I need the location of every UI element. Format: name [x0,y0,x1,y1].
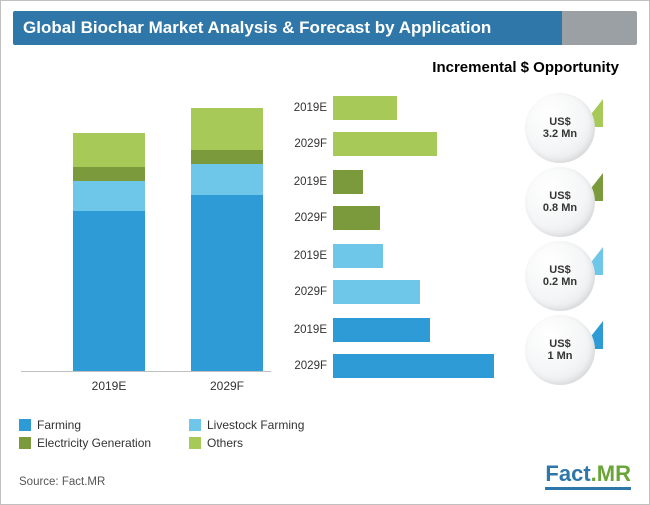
hbar-fill [333,354,494,378]
hbar-row: 2019E [281,96,501,120]
hbar-fill [333,280,420,304]
hbar-group: 2019E 2029F [281,318,501,390]
hbar-track [333,280,501,304]
legend-item: Livestock Farming [189,418,359,432]
hbar-fill [333,132,437,156]
x-axis-label: 2019E [92,379,127,393]
hbar-group: 2019E 2029F [281,244,501,316]
legend-swatch [189,437,201,449]
hbar-fill [333,96,397,120]
stacked-bar [191,108,263,371]
hbar-row: 2029F [281,280,501,304]
opportunity-badge: US$1 Mn [525,315,597,387]
title-bar: Global Biochar Market Analysis & Forecas… [13,11,637,45]
badge-circle: US$0.2 Mn [525,241,595,311]
legend-label: Others [207,436,243,450]
hbar-track [333,318,501,342]
legend-row: Electricity Generation Others [19,436,359,454]
hbar-fill [333,206,380,230]
legend-item: Farming [19,418,189,432]
stacked-segment-others [73,133,145,167]
logo-part2: MR [597,461,631,486]
legend-item: Electricity Generation [19,436,189,450]
stacked-segment-electricity [191,150,263,164]
badge-circle: US$0.8 Mn [525,167,595,237]
hbar-fill [333,318,430,342]
badge-value: 0.2 Mn [543,276,577,288]
hbar-row: 2029F [281,354,501,378]
hbar-label: 2019E [281,250,333,262]
hbar-track [333,354,501,378]
legend-row: Farming Livestock Farming [19,418,359,436]
badge-currency: US$ [549,338,570,350]
hbar-label: 2029F [281,212,333,224]
hbar-label: 2029F [281,286,333,298]
hbar-track [333,132,501,156]
chart-subtitle: Incremental $ Opportunity [1,59,649,76]
legend-swatch [19,419,31,431]
hbar-label: 2029F [281,360,333,372]
legend-label: Electricity Generation [37,436,151,450]
chart-frame: Global Biochar Market Analysis & Forecas… [0,0,650,505]
hbar-group: 2019E 2029F [281,96,501,168]
opportunity-badge: US$0.2 Mn [525,241,597,313]
hbar-group: 2019E 2029F [281,170,501,242]
hbar-fill [333,244,383,268]
brand-logo: Fact.MR [545,461,631,490]
badge-value: 0.8 Mn [543,202,577,214]
horizontal-bar-chart: 2019E 2029F 2019E 2029F 2019E 2029F 2019E 2029F [281,96,501,396]
stacked-x-axis: 2019E 2029F [21,373,271,401]
opportunity-badge: US$0.8 Mn [525,167,597,239]
hbar-label: 2029F [281,138,333,150]
legend: Farming Livestock Farming Electricity Gene… [19,418,359,454]
hbar-label: 2019E [281,176,333,188]
badge-currency: US$ [549,116,570,128]
badge-circle: US$3.2 Mn [525,93,595,163]
hbar-row: 2019E [281,244,501,268]
stacked-segment-farming [73,211,145,371]
logo-part1: Fact [545,461,590,486]
badge-currency: US$ [549,264,570,276]
badge-currency: US$ [549,190,570,202]
hbar-track [333,206,501,230]
badge-value: 3.2 Mn [543,128,577,140]
legend-label: Farming [37,418,81,432]
stacked-segment-electricity [73,167,145,181]
chart-body: 2019E 2029F 2019E 2029F 2019E 2029F 2019E 2029… [1,91,649,424]
legend-swatch [19,437,31,449]
stacked-segment-livestock [73,181,145,212]
hbar-row: 2019E [281,318,501,342]
hbar-row: 2019E [281,170,501,194]
stacked-segment-farming [191,195,263,371]
badge-value: 1 Mn [547,350,572,362]
stacked-plot [21,91,271,372]
opportunity-badge: US$3.2 Mn [525,93,597,165]
hbar-row: 2029F [281,132,501,156]
hbar-track [333,170,501,194]
legend-label: Livestock Farming [207,418,304,432]
chart-title: Global Biochar Market Analysis & Forecas… [23,18,491,38]
legend-item: Others [189,436,359,450]
hbar-label: 2019E [281,324,333,336]
legend-swatch [189,419,201,431]
stacked-segment-livestock [191,164,263,195]
hbar-track [333,244,501,268]
stacked-segment-others [191,108,263,150]
stacked-bar [73,133,145,371]
hbar-fill [333,170,363,194]
hbar-track [333,96,501,120]
stacked-bar-chart: 2019E 2029F [21,91,271,401]
hbar-row: 2029F [281,206,501,230]
source-text: Source: Fact.MR [19,476,105,488]
x-axis-label: 2029F [210,379,244,393]
badge-circle: US$1 Mn [525,315,595,385]
opportunity-badges: US$3.2 MnUS$0.8 MnUS$0.2 MnUS$1 Mn [511,93,631,393]
hbar-label: 2019E [281,102,333,114]
